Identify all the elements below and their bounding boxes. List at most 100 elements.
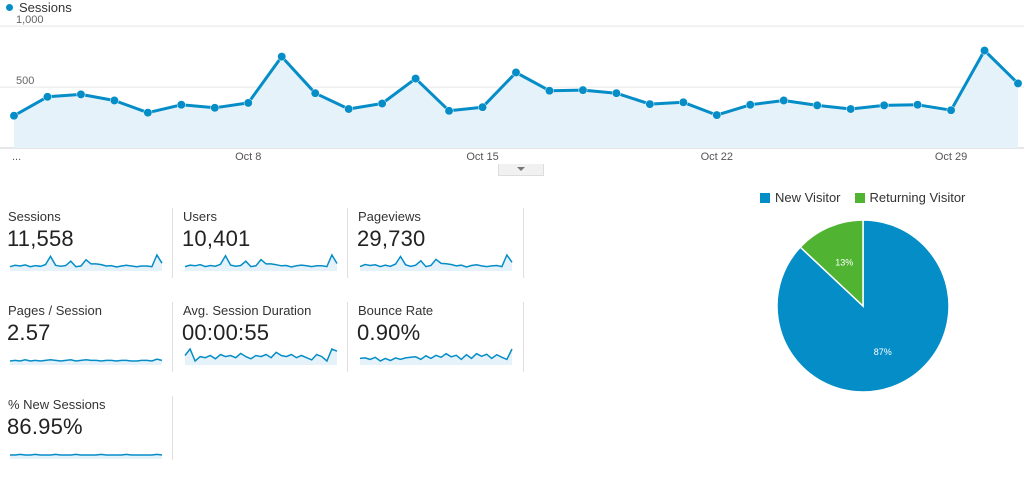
x-tick-label: Oct 8 [235, 151, 261, 163]
metric-divider [523, 302, 524, 372]
sessions-data-point[interactable] [980, 46, 989, 55]
sessions-data-point[interactable] [578, 85, 588, 95]
sessions-data-point[interactable] [1013, 78, 1023, 88]
sessions-data-point[interactable] [243, 98, 253, 108]
sessions-data-point[interactable] [444, 106, 454, 116]
x-tick-label: Oct 22 [701, 151, 733, 163]
sessions-data-point[interactable] [411, 74, 421, 84]
sessions-data-point[interactable] [645, 99, 655, 109]
x-tick-label: Oct 29 [935, 151, 967, 163]
sessions-data-point[interactable] [109, 96, 119, 105]
metric-value: 11,558 [7, 226, 74, 251]
pie-legend-label-new: New Visitor [775, 190, 841, 205]
sessions-data-point[interactable] [678, 97, 688, 107]
metric-users[interactable]: Users 10,401 [182, 209, 352, 295]
metric-avg-session-duration[interactable]: Avg. Session Duration 00:00:55 [182, 303, 352, 389]
sessions-data-point[interactable] [779, 96, 789, 105]
metric-label: Sessions [8, 209, 61, 224]
pie-legend: New Visitor Returning Visitor [760, 190, 965, 205]
metric-value: 2.57 [7, 320, 51, 345]
sessions-data-point[interactable] [478, 102, 487, 112]
metric-label: Avg. Session Duration [183, 303, 312, 318]
y-tick-label: 500 [16, 75, 34, 87]
sessions-data-point[interactable] [310, 88, 320, 98]
metric-sparkline [9, 358, 163, 365]
metric-sparkline [359, 253, 513, 271]
sparkline-line [9, 253, 163, 268]
returning-visitor-swatch-icon [854, 192, 865, 203]
metric-label: % New Sessions [8, 397, 106, 412]
sparkline-line [184, 253, 338, 268]
sessions-data-point[interactable] [879, 100, 889, 110]
sessions-data-point[interactable] [812, 100, 822, 110]
sessions-data-point[interactable] [9, 111, 19, 121]
metric-sparkline [184, 253, 338, 271]
pie-legend-item-returning-visitor[interactable]: Returning Visitor [854, 190, 966, 205]
sessions-data-point[interactable] [277, 52, 287, 62]
sparkline-line [359, 348, 513, 362]
sessions-data-point[interactable] [210, 103, 220, 113]
pie-slice-label: 13% [835, 258, 853, 268]
collapse-chart-button[interactable] [498, 164, 544, 176]
sessions-data-point[interactable] [377, 99, 387, 108]
metric-sparkline [184, 347, 338, 365]
sessions-area-fill [14, 50, 1018, 148]
sparkline-line [9, 358, 163, 362]
pie-legend-label-returning: Returning Visitor [869, 190, 966, 205]
sessions-line-chart[interactable]: 1,000 500 ... Oct 8 Oct 15 Oct 22 Oct 29 [0, 14, 1024, 164]
metric-sessions[interactable]: Sessions 11,558 [7, 209, 177, 295]
pie-legend-item-new-visitor[interactable]: New Visitor [760, 190, 841, 205]
sessions-data-point[interactable] [176, 100, 186, 110]
sessions-data-point[interactable] [611, 88, 621, 98]
metric-divider [172, 396, 173, 460]
sparkline-line [359, 253, 513, 268]
visitor-pie-chart[interactable]: 87% 13% [770, 215, 960, 405]
y-tick-label: 1,000 [16, 14, 44, 26]
sparkline-line [10, 453, 163, 456]
metric-divider [347, 302, 348, 372]
metric-divider [347, 208, 348, 278]
chart-legend-sessions[interactable]: Sessions [6, 0, 72, 15]
metric-sparkline [9, 253, 163, 271]
metric-value: 86.95% [7, 414, 83, 439]
sessions-data-point[interactable] [344, 104, 354, 114]
pie-slice-returning-visitor[interactable] [799, 219, 864, 308]
metric-label: Pages / Session [8, 303, 102, 318]
metric-value: 0.90% [357, 320, 421, 345]
sparkline-fill [10, 255, 162, 271]
x-tick-label: Oct 15 [466, 151, 498, 163]
metric-label: Users [183, 209, 217, 224]
sparkline-fill [360, 349, 512, 365]
x-tick-label: ... [12, 151, 21, 163]
pie-slice-label: 87% [874, 347, 892, 357]
metric-label: Pageviews [358, 209, 421, 224]
sessions-data-point[interactable] [913, 100, 923, 110]
sessions-data-point[interactable] [846, 104, 856, 114]
sessions-legend-label: Sessions [19, 0, 72, 15]
sessions-data-point[interactable] [76, 89, 86, 99]
sessions-data-point[interactable] [545, 86, 554, 96]
metric-sparkline [359, 348, 513, 365]
sessions-data-point[interactable] [143, 108, 153, 118]
sparkline-line [184, 347, 338, 363]
sessions-data-point[interactable] [43, 92, 52, 102]
sessions-data-point[interactable] [745, 100, 755, 110]
metric-sparkline [10, 453, 163, 459]
metric-divider [172, 208, 173, 278]
metric-value: 00:00:55 [182, 320, 270, 345]
metric-value: 29,730 [357, 226, 426, 251]
metric-bounce-rate[interactable]: Bounce Rate 0.90% [357, 303, 527, 389]
sparkline-fill [185, 255, 337, 271]
sessions-data-point[interactable] [712, 110, 722, 120]
chevron-down-icon [517, 167, 525, 171]
sessions-legend-dot-icon [6, 4, 13, 11]
sparkline-fill [360, 255, 512, 271]
sessions-data-point[interactable] [946, 105, 956, 115]
metric-label: Bounce Rate [358, 303, 434, 318]
metric-pages-session[interactable]: Pages / Session 2.57 [7, 303, 177, 389]
metric-value: 10,401 [182, 226, 251, 251]
sessions-data-point[interactable] [511, 68, 521, 77]
metric-divider [172, 302, 173, 372]
metric-pageviews[interactable]: Pageviews 29,730 [357, 209, 527, 295]
metric-new-sessions[interactable]: % New Sessions 86.95% [7, 397, 177, 483]
